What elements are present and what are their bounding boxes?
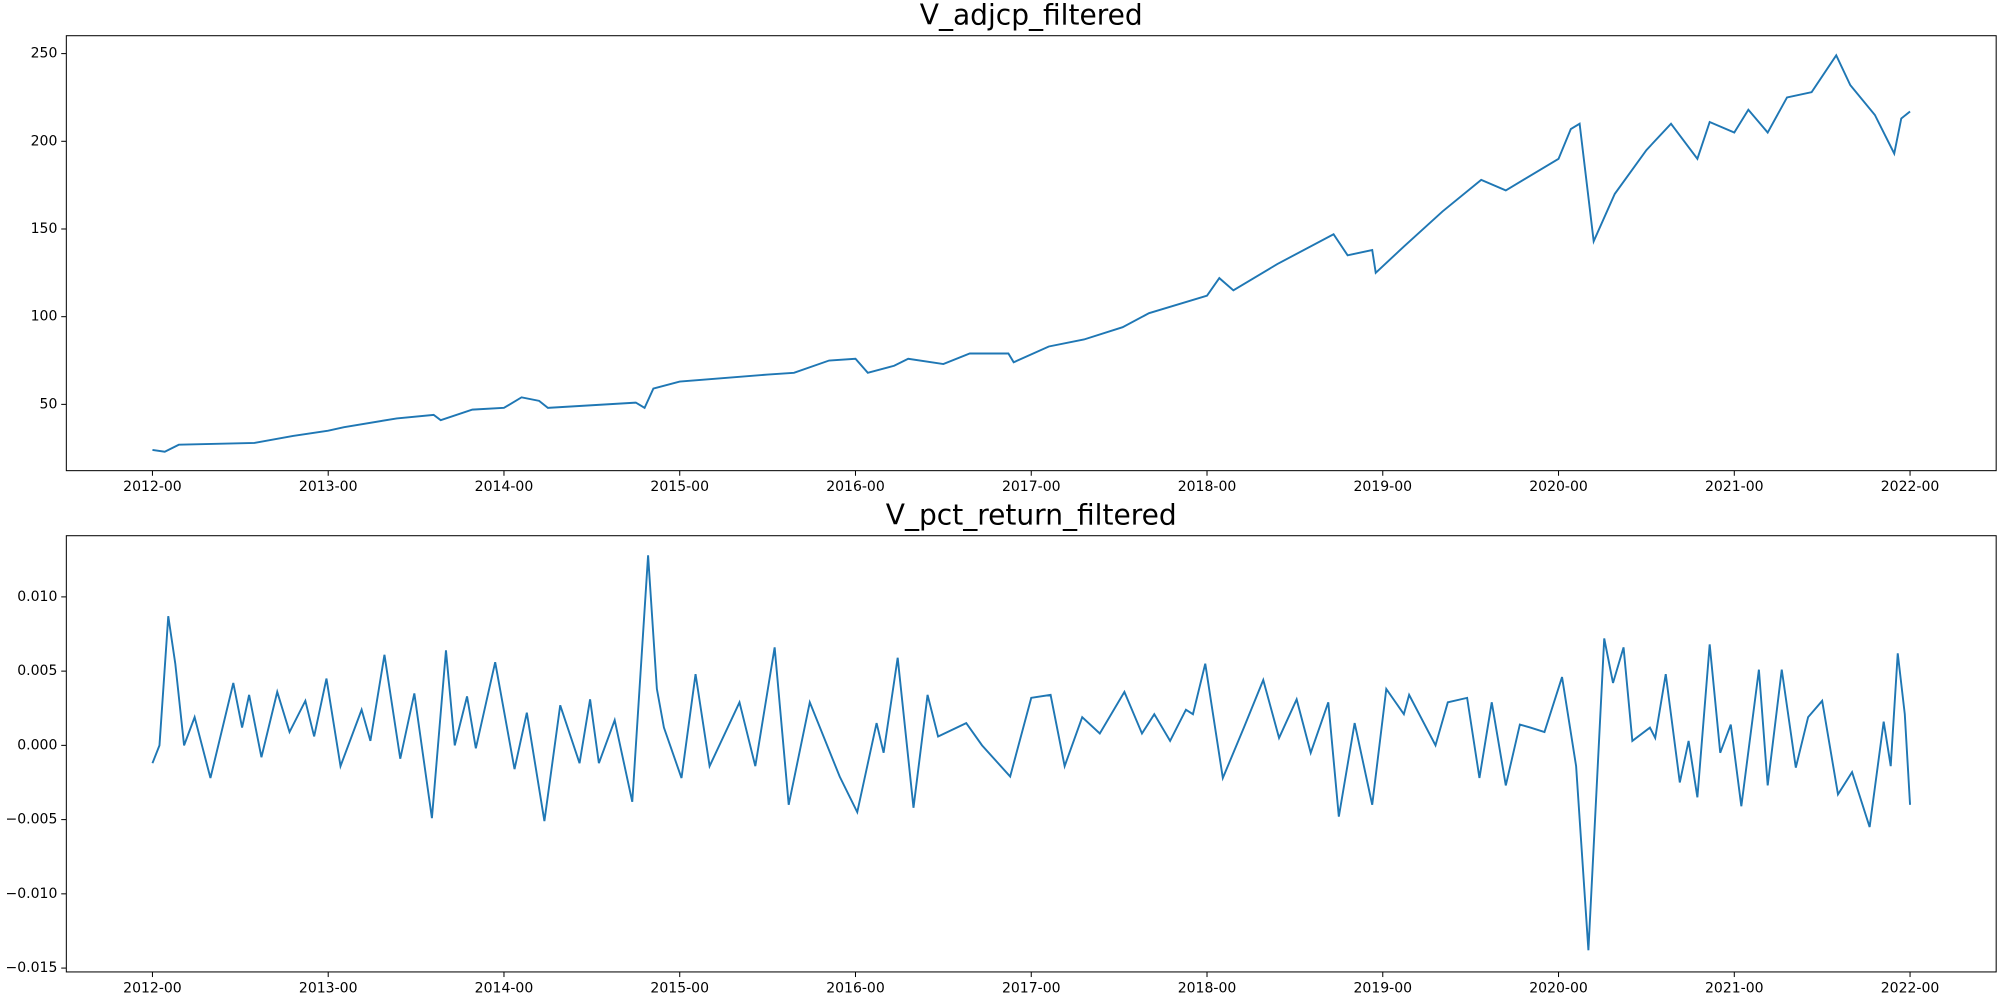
x-tick-label: 2022-00 xyxy=(1881,479,1940,495)
chart-title: V_adjcp_filtered xyxy=(920,0,1143,32)
x-tick-label: 2019-00 xyxy=(1353,981,1412,997)
data-line xyxy=(151,555,1912,951)
x-tick-label: 2015-00 xyxy=(650,479,709,495)
x-tick-label: 2013-00 xyxy=(299,981,358,997)
x-tick-label: 2017-00 xyxy=(1002,981,1061,997)
y-tick-label: 200 xyxy=(31,133,58,149)
x-tick-label: 2018-00 xyxy=(1178,479,1237,495)
x-tick-label: 2018-00 xyxy=(1178,981,1237,997)
y-tick-label: −0.005 xyxy=(6,812,58,828)
x-tick-label: 2017-00 xyxy=(1002,479,1061,495)
x-tick-label: 2016-00 xyxy=(826,981,885,997)
data-line xyxy=(152,53,1911,453)
x-tick-label: 2012-00 xyxy=(123,981,182,997)
x-tick-label: 2016-00 xyxy=(826,479,885,495)
x-tick-label: 2012-00 xyxy=(123,479,182,495)
y-tick-label: 150 xyxy=(31,221,58,237)
y-tick-label: 100 xyxy=(31,309,58,325)
y-tick-label: 50 xyxy=(40,396,58,412)
plot-frame xyxy=(65,35,1997,472)
y-tick-label: 0.010 xyxy=(17,589,57,605)
y-tick-label: 0.000 xyxy=(17,737,57,753)
y-tick-label: −0.010 xyxy=(6,886,58,902)
x-tick-label: 2015-00 xyxy=(650,981,709,997)
y-tick-label: 250 xyxy=(31,46,58,62)
chart-title: V_pct_return_filtered xyxy=(886,499,1177,532)
x-tick-label: 2020-00 xyxy=(1529,981,1588,997)
x-tick-label: 2014-00 xyxy=(475,981,534,997)
x-tick-label: 2021-00 xyxy=(1705,479,1764,495)
x-tick-label: 2021-00 xyxy=(1705,981,1764,997)
y-tick-label: 0.005 xyxy=(17,663,57,679)
plot-frame xyxy=(65,535,1997,973)
x-tick-label: 2022-00 xyxy=(1881,981,1940,997)
x-tick-label: 2019-00 xyxy=(1353,479,1412,495)
y-tick-label: −0.015 xyxy=(6,960,58,976)
x-tick-label: 2014-00 xyxy=(475,479,534,495)
x-tick-label: 2013-00 xyxy=(299,479,358,495)
x-tick-label: 2020-00 xyxy=(1529,479,1588,495)
